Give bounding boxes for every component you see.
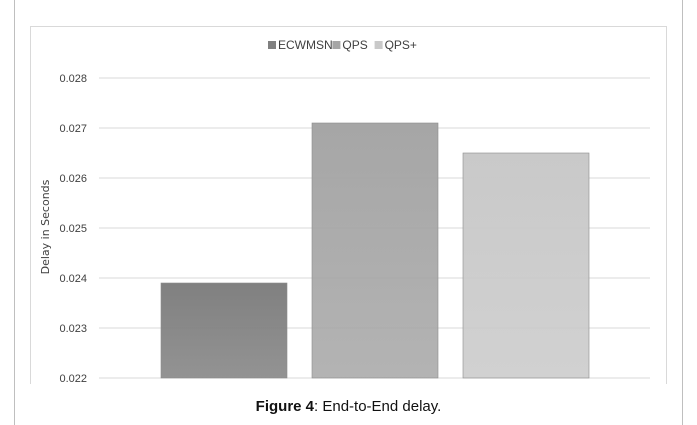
y-tick-label: 0.024 bbox=[59, 273, 87, 285]
legend-swatch bbox=[374, 41, 383, 49]
legend: ECWMSN QPS QPS+ bbox=[268, 38, 417, 52]
bar-ecwmsn bbox=[160, 282, 288, 379]
y-tick-label: 0.022 bbox=[59, 373, 87, 385]
bar-chart: 0.022 0.023 0.024 0.025 0.026 0.027 0.028 ECWM… bbox=[39, 38, 650, 385]
chart-area bbox=[30, 26, 667, 384]
bar-qps- bbox=[462, 152, 590, 379]
caption-text: : End-to-End delay. bbox=[314, 398, 442, 415]
y-axis-label: Delay in Seconds bbox=[39, 179, 52, 274]
y-axis-ticks: 0.022 0.023 0.024 0.025 0.026 0.027 0.028 bbox=[59, 73, 87, 385]
y-tick-label: 0.028 bbox=[59, 73, 87, 85]
caption-label: Figure 4 bbox=[255, 398, 315, 415]
y-tick-label: 0.025 bbox=[59, 223, 87, 235]
bars bbox=[160, 122, 590, 379]
figure-frame bbox=[14, 0, 683, 425]
legend-swatch bbox=[332, 41, 341, 49]
legend-swatch bbox=[268, 41, 276, 49]
bar-qps bbox=[311, 122, 439, 379]
y-tick-label: 0.026 bbox=[59, 173, 87, 185]
legend-label: QPS+ bbox=[385, 38, 417, 52]
legend-label: ECWMSN bbox=[278, 38, 333, 52]
y-tick-label: 0.023 bbox=[59, 323, 87, 335]
figure-caption: Figure 4: End-to-End delay. bbox=[0, 398, 697, 415]
legend-label: QPS bbox=[342, 38, 367, 52]
y-tick-label: 0.027 bbox=[59, 123, 87, 135]
